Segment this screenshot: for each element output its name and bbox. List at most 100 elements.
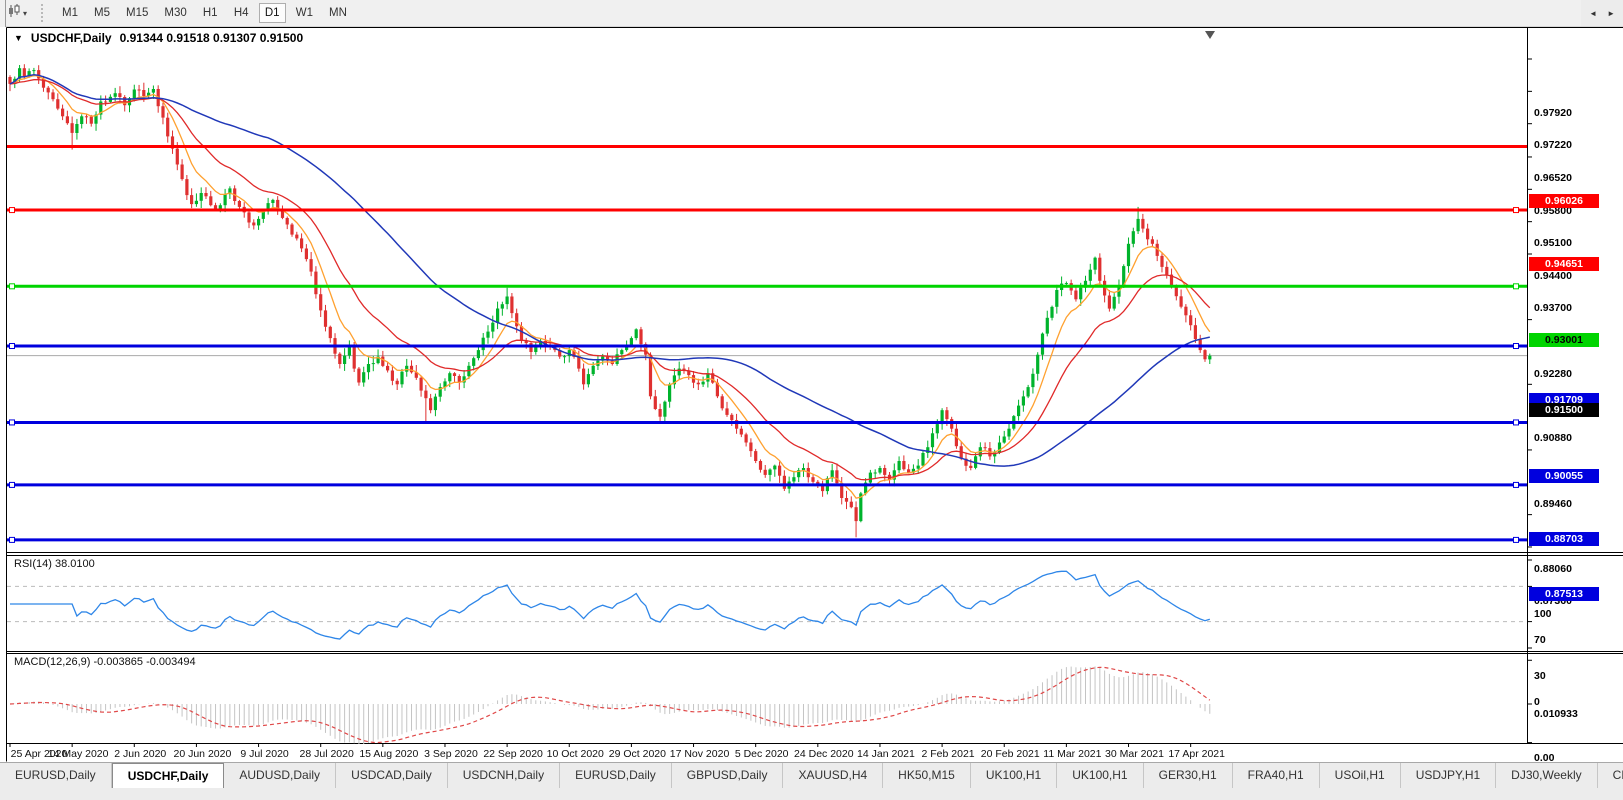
tab-dj30-weekly[interactable]: DJ30,Weekly <box>1496 763 1598 788</box>
toolbar-grip <box>41 4 46 22</box>
hline-handle[interactable] <box>1513 481 1519 488</box>
tab-hk50-m15[interactable]: HK50,M15 <box>883 763 971 788</box>
tab-scroll-right-button[interactable]: ► <box>1607 8 1615 18</box>
rsi-layer <box>7 570 1526 640</box>
tab-scroll-left-button[interactable]: ◄ <box>1589 8 1598 18</box>
price-tick-label: 0.97920 <box>1534 107 1572 119</box>
timeframe-button-m30[interactable]: M30 <box>164 7 187 19</box>
price-tick-label: 0.97220 <box>1534 139 1572 152</box>
hline-handle[interactable] <box>1513 283 1519 290</box>
tab-eurusd-daily[interactable]: EURUSD,Daily <box>0 763 112 788</box>
tab-usdcad-daily[interactable]: USDCAD,Daily <box>336 763 448 788</box>
tab-uk100-h1[interactable]: UK100,H1 <box>1057 763 1144 788</box>
level-price-badge: 0.93001 <box>1529 333 1599 348</box>
tab-gbpusd-daily[interactable]: GBPUSD,Daily <box>672 763 784 788</box>
macd-tick-label: 0.00 <box>1534 752 1555 764</box>
rsi-tick-label: 70 <box>1534 634 1546 647</box>
price-tick-label: 0.96520 <box>1534 171 1572 184</box>
date-label: 28 Jul 2020 <box>299 748 354 760</box>
date-label: 20 Jun 2020 <box>173 748 232 760</box>
hline-handle[interactable] <box>9 283 15 290</box>
date-label: 9 Jul 2020 <box>240 748 289 760</box>
level-price-badge: 0.94651 <box>1529 257 1599 272</box>
date-label: 17 Nov 2020 <box>669 748 730 760</box>
timeframe-button-mn[interactable]: MN <box>328 7 347 19</box>
chart-type-button[interactable]: ▾ <box>3 2 31 25</box>
level-price-badge: 0.96026 <box>1529 193 1599 208</box>
date-label: 29 Oct 2020 <box>608 748 666 760</box>
timeframe-button-m15[interactable]: M15 <box>125 7 149 19</box>
price-tick-label: 0.95100 <box>1534 237 1572 250</box>
date-axis: 25 Apr 2020 14 May 2020 2 Jun 2020 20 Jun 2… <box>0 746 1617 762</box>
date-label: 20 Feb 2021 <box>980 748 1040 760</box>
tab-scrollers: ◄ ► <box>1581 0 1623 26</box>
tab-ger30-h1[interactable]: GER30,H1 <box>1144 763 1233 788</box>
date-label: 14 Jan 2021 <box>857 748 915 760</box>
hline-handle[interactable] <box>1513 419 1519 426</box>
price-tick-label: 0.89460 <box>1534 497 1572 510</box>
ma-fast-line <box>9 74 1211 499</box>
hline-handle[interactable] <box>9 207 15 214</box>
date-label: 22 Sep 2020 <box>483 748 543 760</box>
date-label: 2 Feb 2021 <box>921 748 975 760</box>
date-label: 17 Apr 2021 <box>1168 748 1225 760</box>
price-tick-label: 0.88060 <box>1534 562 1572 575</box>
chart-canvas[interactable] <box>6 27 1623 762</box>
hline-handle[interactable] <box>9 343 15 350</box>
chart-shift-marker[interactable] <box>1205 31 1215 39</box>
macd-tick-label: 0.010933 <box>1534 708 1578 721</box>
ma-slow-line <box>9 73 1210 467</box>
date-label: 10 Oct 2020 <box>546 748 604 760</box>
chart-title-row: ▼ USDCHF,Daily 0.91344 0.91518 0.91307 0… <box>14 31 303 45</box>
candles-layer <box>8 64 1212 538</box>
panel-borders <box>6 27 1623 762</box>
hline-handle[interactable] <box>9 419 15 426</box>
tab-eurusd-daily[interactable]: EURUSD,Daily <box>560 763 672 788</box>
rsi-tick-label: 30 <box>1534 669 1546 682</box>
tab-usdcnh-daily[interactable]: USDCNH,Daily <box>448 763 561 788</box>
tab-usoil-h1[interactable]: USOil,H1 <box>1320 763 1401 788</box>
hline-handle[interactable] <box>1513 536 1519 543</box>
timeframe-button-w1[interactable]: W1 <box>295 7 313 19</box>
rsi-indicator-label: RSI(14) 38.0100 <box>14 558 95 570</box>
current-price-badge: 0.91500 <box>1529 402 1599 417</box>
chart-symbol-label: USDCHF,Daily <box>30 31 112 45</box>
macd-indicator-label: MACD(12,26,9) -0.003865 -0.003494 <box>14 656 196 668</box>
rsi-tick-label: 100 <box>1534 608 1552 620</box>
date-label: 3 Sep 2020 <box>424 748 478 760</box>
timeframe-button-h1[interactable]: H1 <box>202 7 218 19</box>
macd-signal-line <box>9 666 1211 744</box>
date-label: 15 Aug 2020 <box>359 748 419 760</box>
tab-fra40-h1[interactable]: FRA40,H1 <box>1233 763 1320 788</box>
collapse-triangle-icon[interactable]: ▼ <box>14 33 23 43</box>
price-tick-label: 0.94400 <box>1534 269 1572 282</box>
candlestick-chart-icon <box>7 3 21 23</box>
price-tick-label: 0.93700 <box>1534 302 1572 314</box>
price-tick-label: 0.95800 <box>1534 204 1572 217</box>
level-price-badge: 0.90055 <box>1529 469 1599 484</box>
hline-handle[interactable] <box>1513 207 1519 214</box>
chart-ohlc-values: 0.91344 0.91518 0.91307 0.91500 <box>119 31 304 45</box>
hline-handle[interactable] <box>9 481 15 488</box>
macd-layer <box>9 666 1211 744</box>
tab-uk100-h1[interactable]: UK100,H1 <box>971 763 1058 788</box>
timeframe-button-m5[interactable]: M5 <box>94 7 110 19</box>
tab-usdchf-daily[interactable]: USDCHF,Daily <box>111 763 225 788</box>
level-price-badge: 0.87513 <box>1529 586 1599 601</box>
tab-audusd-daily[interactable]: AUDUSD,Daily <box>224 763 337 788</box>
horizontal-levels-layer <box>7 145 1527 543</box>
timeframe-button-m1[interactable]: M1 <box>62 7 78 19</box>
hline-handle[interactable] <box>9 536 15 543</box>
tab-usdjpy-h1[interactable]: USDJPY,H1 <box>1401 763 1497 788</box>
symbol-tab-bar: EURUSD,Daily USDCHF,Daily AUDUSD,Daily USDC… <box>0 762 1623 788</box>
tab-china300-h1[interactable]: CHINA300,H1 <box>1598 763 1623 788</box>
timeframe-button-d1[interactable]: D1 <box>258 3 286 23</box>
price-tick-label: 0.90880 <box>1534 432 1572 445</box>
bottom-strip <box>0 788 1623 800</box>
tab-xauusd-h4[interactable]: XAUUSD,H4 <box>783 763 884 788</box>
hline-handle[interactable] <box>1513 343 1519 350</box>
timeframe-button-h4[interactable]: H4 <box>233 7 249 19</box>
date-label: 2 Jun 2020 <box>114 748 167 760</box>
rsi-line <box>10 570 1210 640</box>
